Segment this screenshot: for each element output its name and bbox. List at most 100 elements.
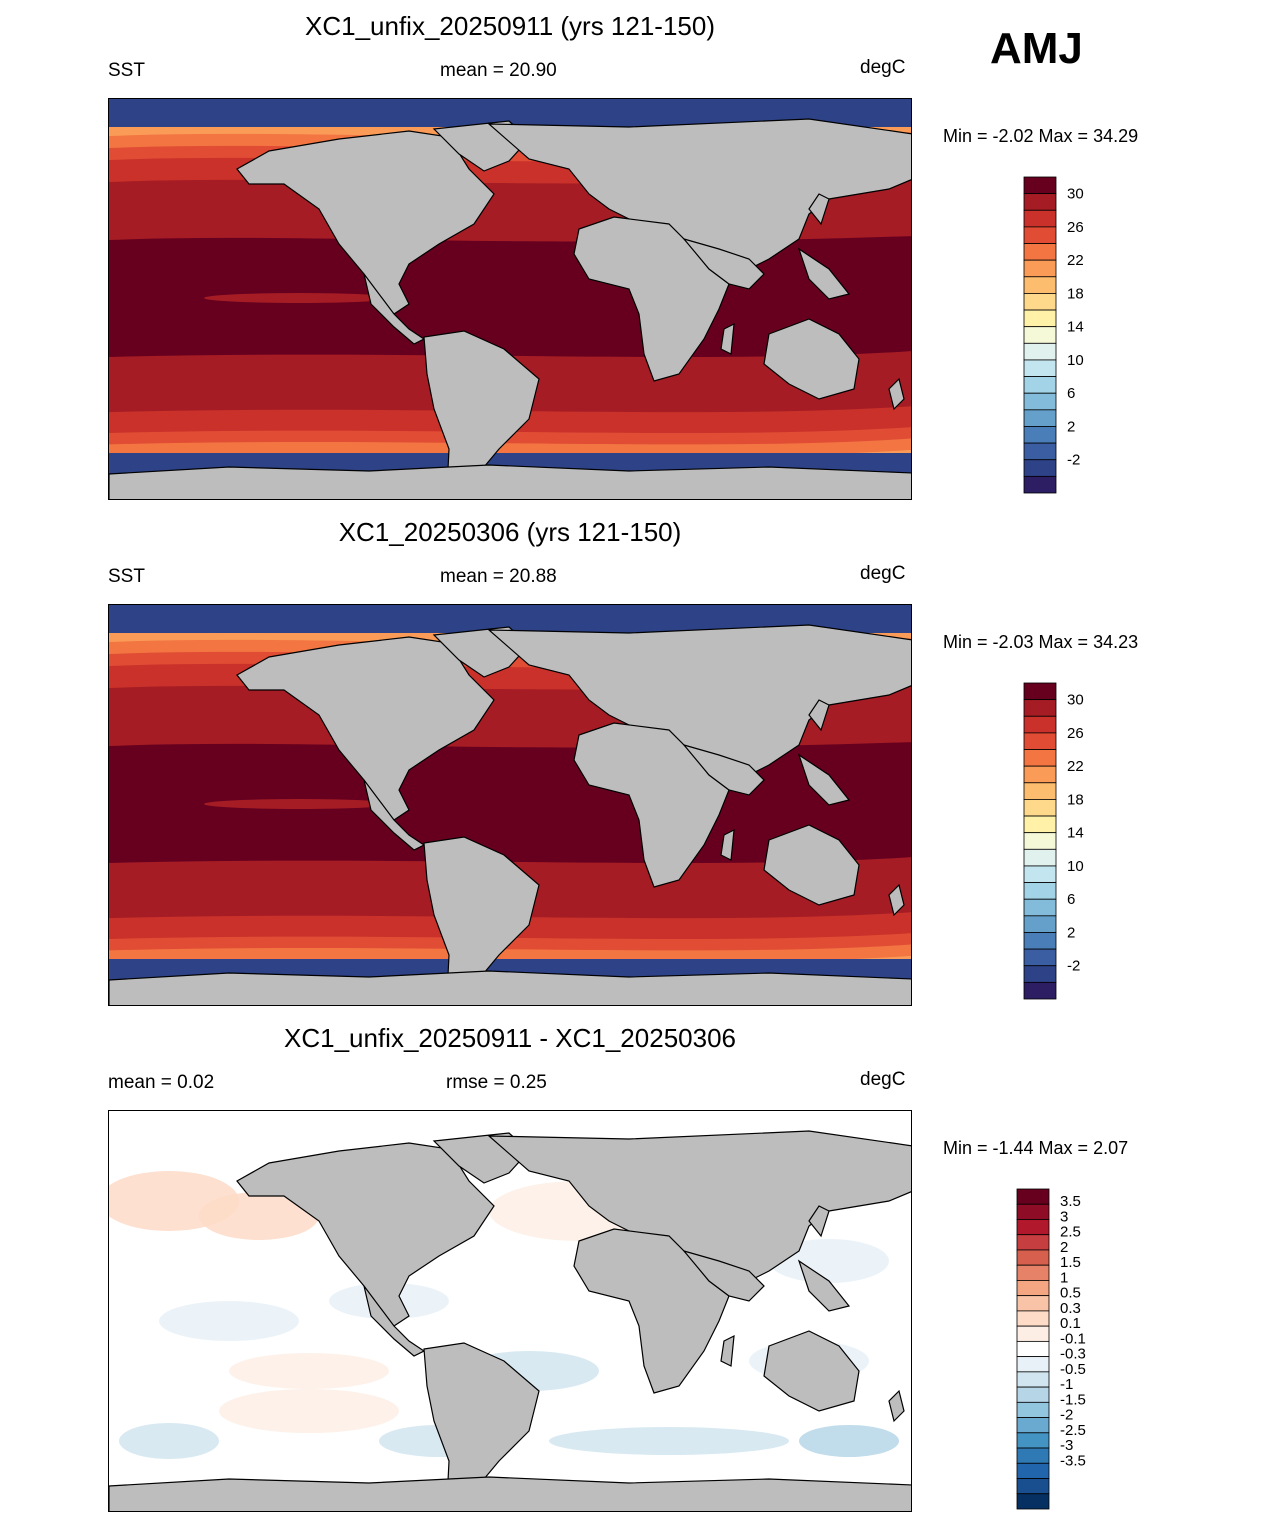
colorbar-tick-label: 2 (1060, 1239, 1068, 1256)
land-central-america (363, 779, 426, 851)
season-label: AMJ (990, 24, 1083, 73)
colorbar-tick-label: 6 (1067, 385, 1075, 402)
colorbar-swatch (1023, 475, 1057, 494)
colorbar-tick-label: -1.5 (1060, 1391, 1086, 1408)
colorbar-swatch (1023, 732, 1057, 750)
colorbar-tick-label: 1.5 (1060, 1254, 1081, 1271)
colorbar-swatch (1023, 193, 1057, 211)
colorbar-tick-label: 0.5 (1060, 1285, 1081, 1302)
colorbar-swatch (1016, 1249, 1050, 1266)
panel-2-title: XC1_20250306 (yrs 121-150) (338, 517, 682, 547)
colorbar-tick-label: 14 (1067, 319, 1084, 336)
land-southeast-asia (797, 753, 851, 806)
colorbar-swatch (1023, 915, 1057, 933)
colorbar-swatch (1023, 865, 1057, 883)
colorbar-tick-label: -2 (1067, 452, 1080, 469)
colorbar-swatch (1023, 342, 1057, 361)
panel-1-mean-label: mean = 20.90 (440, 60, 557, 81)
colorbar-tick-label: -0.5 (1060, 1361, 1086, 1378)
colorbar-tick-label: 22 (1067, 252, 1084, 269)
panel-1-colorbar: 30 26 22 18 14 10 6 2 -2 (1023, 176, 1113, 496)
colorbar-swatch (1023, 209, 1057, 228)
panel-3-map (108, 1110, 912, 1512)
colorbar-swatch (1023, 981, 1057, 1000)
panel-2-variable-label: SST (108, 566, 145, 587)
colorbar-svg: 30 26 22 18 14 10 6 2 -2 (1023, 176, 1084, 494)
colorbar-swatch (1023, 176, 1057, 195)
land-new-zealand (888, 1389, 905, 1423)
panel-1-minmax: Min = -2.02 Max = 34.29 (943, 126, 1139, 146)
colorbar-tick-label: 14 (1067, 825, 1084, 842)
colorbar-swatch (1023, 715, 1057, 734)
colorbar-swatch (1023, 326, 1057, 344)
land-new-zealand (888, 883, 905, 917)
panel-3-units-label: degC (860, 1069, 906, 1090)
panel-1-title: XC1_unfix_20250911 (yrs 121-150) (304, 11, 715, 41)
land-southeast-asia (797, 247, 851, 300)
colorbar-swatch (1016, 1280, 1050, 1297)
panel-3-mean-label: mean = 0.02 (108, 1072, 215, 1093)
colorbar-tick-label: 0.1 (1060, 1315, 1081, 1332)
colorbar-swatch (1016, 1203, 1050, 1220)
colorbar-swatch (1023, 898, 1057, 917)
land-new-zealand (888, 377, 905, 411)
colorbar-swatch (1023, 293, 1057, 311)
map-canvas (109, 605, 911, 1005)
panel-1-units-label: degC (860, 57, 906, 78)
colorbar-tick-label: 2 (1067, 924, 1075, 941)
colorbar-swatch (1016, 1386, 1050, 1403)
colorbar-swatch (1023, 359, 1057, 377)
colorbar-tick-label: -2 (1060, 1407, 1073, 1424)
land-north-america (236, 636, 495, 821)
colorbar-swatch (1023, 832, 1057, 850)
colorbar-svg: 3.532.521.510.50.30.1-0.1-0.3-0.5-1-1.5-… (1016, 1188, 1086, 1510)
cold-tongue (204, 799, 394, 809)
land-antarctica (109, 464, 911, 499)
land-africa (573, 1228, 730, 1394)
land-africa (573, 216, 730, 382)
colorbar-swatch (1023, 699, 1057, 717)
colorbar-tick-label: -3 (1060, 1437, 1073, 1454)
colorbar-tick-label: 30 (1067, 692, 1084, 709)
colorbar-swatch (1016, 1356, 1050, 1373)
colorbar-swatch (1023, 243, 1057, 261)
diff-anomaly (549, 1427, 789, 1455)
colorbar-tick-label: 18 (1067, 285, 1084, 302)
colorbar-tick-label: -2.5 (1060, 1422, 1086, 1439)
colorbar-swatch (1016, 1478, 1050, 1495)
land-arabia-india (682, 1249, 765, 1302)
colorbar-tick-label: -2 (1067, 958, 1080, 975)
panel-2-colorbar: 30 26 22 18 14 10 6 2 -2 (1023, 682, 1113, 1002)
colorbar-swatch (1023, 965, 1057, 983)
colorbar-tick-label: 26 (1067, 725, 1084, 742)
colorbar-swatch (1016, 1417, 1050, 1434)
colorbar-swatch (1023, 799, 1057, 817)
colorbar-tick-label: 30 (1067, 186, 1084, 203)
land-southeast-asia (797, 1259, 851, 1312)
panel-3-minmax: Min = -1.44 Max = 2.07 (943, 1138, 1129, 1158)
colorbar-tick-label: 0.3 (1060, 1300, 1081, 1317)
colorbar-swatch (1016, 1264, 1050, 1281)
colorbar-swatch (1023, 442, 1057, 461)
land-japan (808, 193, 830, 226)
colorbar-swatch (1023, 426, 1057, 444)
land-japan (808, 699, 830, 732)
land-layer (109, 624, 911, 1005)
colorbar-swatch (1016, 1340, 1050, 1358)
land-australia (763, 1330, 860, 1412)
panel-1-variable-label: SST (108, 60, 145, 81)
land-madagascar (720, 1334, 735, 1367)
colorbar-swatch (1023, 276, 1057, 294)
diff-anomaly (159, 1301, 299, 1341)
diff-anomaly (119, 1423, 219, 1459)
colorbar-swatch (1016, 1462, 1050, 1479)
diff-anomaly (229, 1353, 389, 1389)
colorbar-tick-label: 22 (1067, 758, 1084, 775)
land-north-america (236, 1142, 495, 1327)
colorbar-tick-label: 10 (1067, 858, 1084, 875)
colorbar-tick-label: -0.1 (1060, 1330, 1086, 1347)
colorbar-swatch (1016, 1447, 1050, 1464)
land-antarctica (109, 970, 911, 1005)
land-arabia-india (682, 237, 765, 290)
land-antarctica (109, 1476, 911, 1511)
